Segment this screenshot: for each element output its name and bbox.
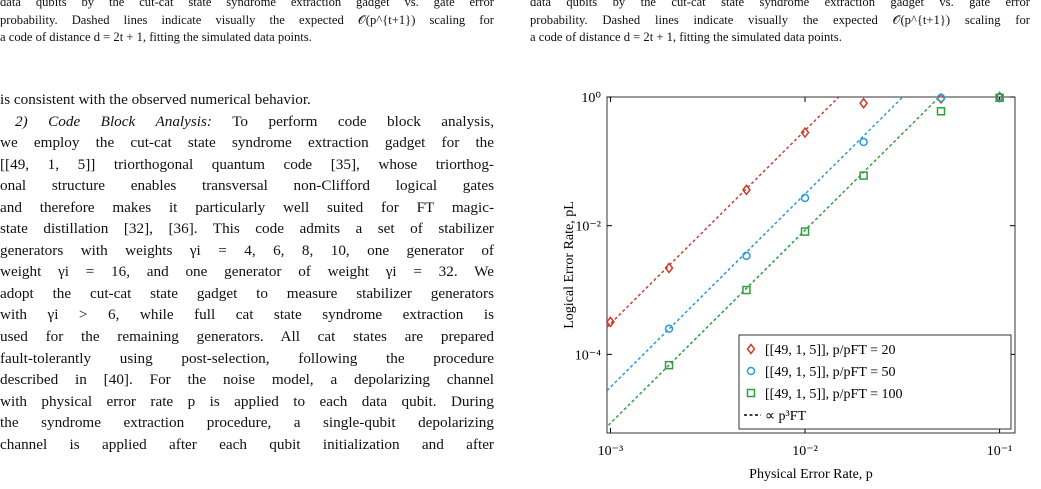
- text-line: a code of distance d = 2t + 1, fitting t…: [0, 30, 312, 44]
- text-line: with physical error rate p is applied to…: [0, 392, 494, 410]
- right-caption: data qubits by the cut-cat state syndrom…: [530, 0, 1030, 47]
- marker: [664, 262, 674, 274]
- text-line: fault-tolerantly using post-selection, f…: [0, 349, 494, 367]
- text-line: probability. Dashed lines indicate visua…: [0, 12, 494, 27]
- marker: [664, 324, 674, 334]
- text-line: data qubits by the cut-cat state syndrom…: [530, 0, 1030, 9]
- marker: [859, 137, 868, 147]
- legend-marker: [746, 388, 756, 398]
- marker: [936, 107, 946, 116]
- y-tick-label: 10⁰: [581, 91, 601, 106]
- fit-line: [607, 97, 904, 392]
- marker: [605, 316, 615, 328]
- y-tick-label: 10⁻⁴: [575, 348, 601, 363]
- marker: [800, 126, 810, 139]
- marker: [995, 93, 1004, 103]
- text-line: channel is applied after each qubit init…: [0, 435, 494, 453]
- chart: Logical Error Rate, pL Physical Error Ra…: [562, 91, 1016, 482]
- marker: [936, 92, 946, 105]
- legend-box: [738, 334, 1012, 430]
- marker: [742, 251, 751, 261]
- body-text: is consistent with the observed numerica…: [0, 89, 494, 455]
- text-line: data qubits by the cut-cat state syndrom…: [0, 0, 494, 9]
- text-line: we employ the cut-cat state syndrome ext…: [0, 134, 494, 152]
- marker: [936, 93, 946, 103]
- y-axis-label: Logical Error Rate, pL: [562, 201, 577, 329]
- text-line: adopt the cut-cat state gadget to measur…: [0, 284, 494, 302]
- marker: [664, 360, 674, 370]
- section-heading: 2) Code Block Analysis:: [15, 112, 212, 130]
- plot-frame: [606, 96, 1016, 434]
- x-tick-label: 10⁻³: [598, 444, 624, 459]
- marker: [741, 184, 751, 196]
- text-line: used for the remaining generators. All c…: [0, 328, 494, 346]
- text: To perform code block analysis,: [232, 112, 494, 130]
- marker: [859, 97, 869, 109]
- legend-label: [[49, 1, 5]], p/pFT = 50: [765, 365, 896, 380]
- x-axis-label: Physical Error Rate, p: [749, 467, 873, 482]
- x-tick-label: 10⁻¹: [987, 444, 1013, 459]
- y-tick-label: 10⁻²: [575, 220, 601, 235]
- legend-label: ∝ p³FT: [765, 409, 806, 424]
- legend-marker: [746, 366, 756, 376]
- text-line: the syndrome extraction procedure, a sin…: [0, 414, 494, 432]
- legend-marker: [746, 343, 756, 355]
- plot-area: [607, 97, 940, 428]
- x-tick-label: 10⁻²: [792, 444, 818, 459]
- marker: [859, 171, 868, 180]
- text-line: probability. Dashed lines indicate visua…: [530, 12, 1030, 27]
- text-line: state distillation [32], [36]. This code…: [0, 220, 494, 238]
- text-line: [[49, 1, 5]] triorthogonal quantum code …: [0, 155, 494, 173]
- fit-line: [607, 97, 940, 428]
- paragraph: we employ the cut-cat state syndrome ext…: [0, 132, 494, 455]
- text-line: weight γi = 16, and one generator of wei…: [0, 263, 494, 281]
- text-line: with γi > 6, while full cat state syndro…: [0, 306, 494, 324]
- fit-line: [607, 97, 840, 328]
- text-line: generators with weights γi = 4, 6, 8, 10…: [0, 241, 494, 259]
- text-line: onal structure enables transversal non-C…: [0, 177, 494, 195]
- text-line: and therefore makes it particularly well…: [0, 198, 494, 216]
- text-line: 2) Code Block Analysis: To perform code …: [0, 111, 494, 133]
- legend-label: [[49, 1, 5]], p/pFT = 100: [765, 387, 903, 402]
- legend-label: [[49, 1, 5]], p/pFT = 20: [765, 343, 896, 358]
- left-caption: data qubits by the cut-cat state syndrom…: [0, 0, 494, 47]
- marker: [742, 285, 751, 295]
- text-line: a code of distance d = 2t + 1, fitting t…: [530, 30, 842, 44]
- marker: [800, 193, 810, 203]
- marker: [800, 227, 810, 236]
- text-line: is consistent with the observed numerica…: [0, 91, 311, 108]
- text-line: described in [40]. For the noise model, …: [0, 371, 494, 389]
